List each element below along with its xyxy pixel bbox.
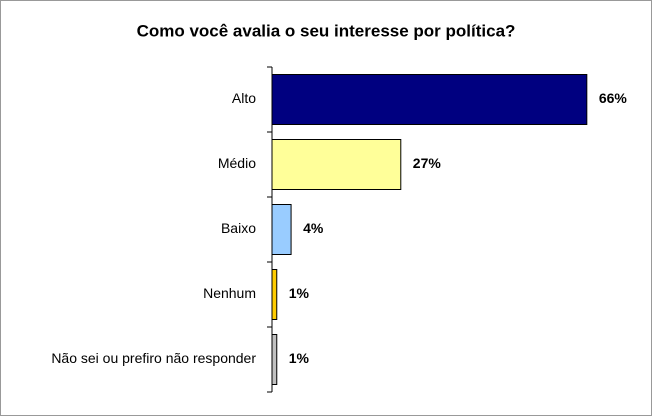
bar [271, 204, 292, 255]
bar [271, 139, 402, 190]
value-label: 27% [413, 155, 442, 171]
value-label: 1% [289, 285, 310, 301]
y-tick-label: Não sei ou prefiro não responder [51, 350, 256, 366]
chart-title: Como você avalia o seu interesse por pol… [137, 21, 516, 40]
y-tick-label: Médio [218, 155, 256, 171]
value-label: 1% [289, 350, 310, 366]
y-tick-label: Alto [232, 90, 256, 106]
bar [271, 74, 588, 125]
bar [271, 334, 278, 385]
bar [271, 269, 278, 320]
value-label: 66% [599, 90, 628, 106]
value-label: 4% [303, 220, 324, 236]
y-tick-label: Nenhum [203, 285, 256, 301]
y-tick-label: Baixo [221, 220, 256, 236]
